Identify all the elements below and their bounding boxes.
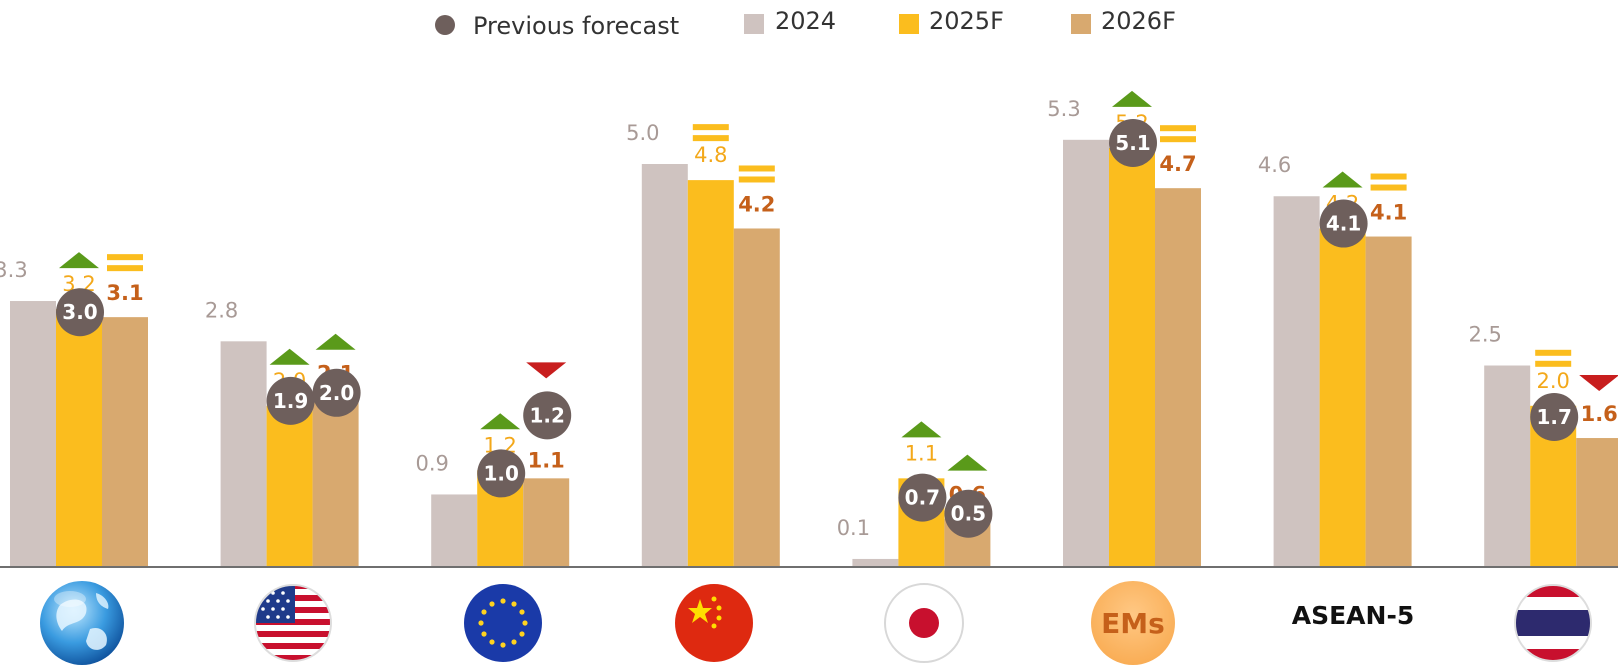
china-2026f-unchanged-icon (738, 165, 775, 183)
legend-2026-label: 2026F (1101, 7, 1176, 35)
asean-5-2026f-unchanged-icon (1370, 173, 1407, 191)
eurozone-bar-2026f (523, 478, 570, 567)
ems-bar-2024 (1063, 139, 1109, 567)
japan-2026f-previous-forecast-marker (944, 489, 993, 538)
japan-2026f-up-arrow-icon (947, 454, 988, 471)
united-states-bar-2025f (266, 405, 313, 567)
us-flag-icon (254, 584, 332, 662)
united-states-value-2024: 2.8 (205, 298, 238, 322)
asean-5-value-2026f: 4.1 (1370, 201, 1407, 225)
world-value-2024: 3.3 (0, 258, 28, 282)
japan-flag-icon (884, 583, 964, 663)
united-states-2025f-previous-forecast-value: 1.9 (273, 389, 308, 413)
japan-2025f-up-arrow-icon (901, 421, 942, 438)
united-states-2026f-up-arrow-icon (315, 333, 356, 350)
asean-5-2025f-previous-forecast-marker (1319, 199, 1368, 248)
ems-2026f-unchanged-icon (1160, 125, 1196, 143)
asean-5-2025f-up-arrow-icon (1322, 171, 1363, 188)
eurozone-value-2024: 0.9 (415, 451, 448, 475)
china-bar-2026f (733, 228, 780, 568)
eurozone-value-2026f: 1.1 (528, 448, 565, 472)
japan-2025f-previous-forecast-marker (898, 473, 947, 522)
legend: Previous forecast 2024 2025F 2026F (435, 7, 1176, 40)
china-value-2026f: 4.2 (738, 192, 775, 216)
world-bar-2024 (10, 301, 56, 567)
eurozone-2025f-up-arrow-icon (480, 413, 521, 430)
world-bar-2025f (56, 309, 102, 567)
world-value-2026f: 3.1 (106, 281, 143, 305)
world-2025f-previous-forecast-value: 3.0 (62, 300, 97, 324)
asean5-category-label: ASEAN-5 (1292, 601, 1414, 630)
thailand-flag-icon (1514, 584, 1592, 662)
thailand-value-2024: 2.5 (1468, 323, 1501, 347)
ems-2025f-up-arrow-icon (1112, 90, 1152, 107)
eurozone-bar-2024 (431, 494, 478, 567)
china-bar-2025f (687, 180, 734, 567)
japan-value-2025f: 1.1 (905, 441, 938, 465)
japan-value-2024: 0.1 (837, 516, 870, 540)
thailand-value-2025f: 2.0 (1536, 369, 1569, 393)
china-bar-2024 (641, 164, 688, 567)
united-states-bar-2026f (312, 397, 359, 567)
legend-2024-swatch (744, 14, 764, 34)
legend-previous-marker (435, 15, 455, 35)
japan-2026f-previous-forecast-value: 0.5 (951, 502, 986, 526)
united-states-2026f-previous-forecast-marker (312, 368, 361, 417)
united-states-bar-2024 (220, 341, 267, 567)
asean-5-bar-2024 (1273, 196, 1320, 568)
value-labels-layer: 3.33.23.13.02.82.02.11.92.00.91.21.11.01… (0, 90, 1618, 540)
thailand-value-2026f: 1.6 (1581, 402, 1618, 426)
asean-5-value-2024: 4.6 (1258, 153, 1291, 177)
eurozone-2026f-previous-forecast-marker (523, 391, 572, 440)
china-value-2024: 5.0 (626, 121, 659, 145)
globe-icon (40, 581, 124, 665)
eurozone-2025f-previous-forecast-value: 1.0 (483, 461, 518, 485)
eurozone-2026f-previous-forecast-value: 1.2 (529, 403, 564, 427)
china-value-2025f: 4.8 (694, 143, 727, 167)
eurozone-2025f-previous-forecast-marker (477, 449, 526, 498)
united-states-2025f-up-arrow-icon (269, 348, 310, 365)
japan-2025f-previous-forecast-value: 0.7 (905, 486, 940, 510)
ems-badge-icon: EMs (1091, 581, 1175, 665)
legend-2026-swatch (1071, 14, 1091, 34)
asean-5-2025f-previous-forecast-value: 4.1 (1326, 212, 1361, 236)
ems-bar-2025f (1109, 147, 1155, 567)
china-2025f-unchanged-icon (692, 124, 729, 142)
ems-value-2026f: 4.7 (1159, 152, 1196, 176)
legend-previous-label: Previous forecast (473, 12, 679, 40)
thailand-2025f-previous-forecast-value: 1.7 (1536, 405, 1571, 429)
thailand-bar-2026f (1576, 438, 1618, 567)
legend-2025-label: 2025F (929, 7, 1004, 35)
thailand-2025f-previous-forecast-marker (1530, 392, 1579, 441)
ems-bar-2026f (1155, 188, 1201, 567)
united-states-2026f-previous-forecast-value: 2.0 (319, 381, 354, 405)
world-2026f-unchanged-icon (107, 254, 143, 272)
thailand-bar-2024 (1484, 365, 1531, 567)
bars-layer (10, 139, 1618, 568)
thailand-2025f-unchanged-icon (1535, 349, 1572, 367)
japan-bar-2024 (852, 558, 899, 567)
world-bar-2026f (102, 317, 148, 567)
asean-5-bar-2026f (1365, 236, 1412, 568)
legend-2025-swatch (899, 14, 919, 34)
legend-2024-label: 2024 (775, 7, 836, 35)
eu-flag-icon (464, 584, 542, 662)
ems-2025f-previous-forecast-value: 5.1 (1115, 131, 1150, 155)
united-states-2025f-previous-forecast-marker (266, 376, 315, 425)
asean-5-bar-2025f (1319, 228, 1366, 568)
thailand-2026f-down-arrow-icon (1579, 375, 1618, 392)
ems-2025f-previous-forecast-marker (1109, 118, 1157, 167)
world-2025f-up-arrow-icon (59, 252, 99, 269)
world-2025f-previous-forecast-marker (56, 288, 104, 337)
ems-badge-label: EMs (1101, 607, 1165, 640)
china-flag-icon (675, 584, 753, 662)
ems-value-2024: 5.3 (1047, 97, 1080, 121)
eurozone-2026f-down-arrow-icon (526, 362, 567, 379)
